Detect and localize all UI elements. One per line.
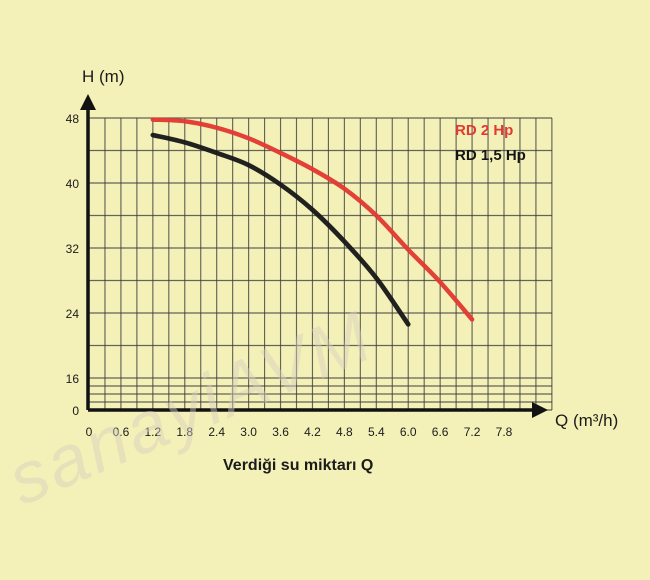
x-tick-label-3-6: 3.6	[272, 425, 289, 439]
legend: RD 2 Hp RD 1,5 Hp	[455, 122, 526, 164]
y-axis-arrow-icon	[80, 94, 96, 110]
y-tick-label-16: 16	[66, 372, 80, 386]
series-layer	[150, 117, 475, 327]
series-line-rd-2-hp	[150, 117, 475, 322]
x-tick-label-1-2: 1.2	[145, 425, 162, 439]
legend-label-rd-1-5-hp: RD 1,5 Hp	[455, 147, 526, 164]
x-tick-label-1-8: 1.8	[176, 425, 193, 439]
x-tick-label-0-6: 0.6	[113, 425, 130, 439]
axes-layer: 0 16 24 32 40 48 0 0.6 1.2 1.8 2.4 3.0 3.6 4.2 4.8 5.4 6…	[66, 94, 548, 439]
x-tick-label-4-8: 4.8	[336, 425, 353, 439]
legend-label-rd-2-hp: RD 2 Hp	[455, 122, 513, 139]
y-axis-title: H (m)	[82, 67, 124, 86]
y-tick-label-40: 40	[66, 177, 80, 191]
x-tick-label-4-2: 4.2	[304, 425, 321, 439]
x-axis-title: Q (m³/h)	[555, 411, 618, 430]
x-axis-arrow-icon	[532, 402, 548, 418]
y-tick-label-24: 24	[66, 307, 80, 321]
y-tick-label-32: 32	[66, 242, 80, 256]
series-line-rd-1-5-hp	[150, 132, 411, 327]
labels-layer: H (m) Q (m³/h) Verdiği su miktarı Q	[82, 67, 618, 474]
x-tick-label-3-0: 3.0	[240, 425, 257, 439]
x-tick-label-6-6: 6.6	[432, 425, 449, 439]
x-tick-label-7-2: 7.2	[464, 425, 481, 439]
y-tick-label-48: 48	[66, 112, 80, 126]
x-tick-label-5-4: 5.4	[368, 425, 385, 439]
x-tick-label-0: 0	[86, 425, 93, 439]
x-tick-label-6-0: 6.0	[400, 425, 417, 439]
x-tick-label-2-4: 2.4	[208, 425, 225, 439]
x-tick-label-7-8: 7.8	[496, 425, 513, 439]
y-tick-label-0: 0	[72, 404, 79, 418]
x-axis-caption: Verdiği su miktarı Q	[223, 457, 373, 474]
